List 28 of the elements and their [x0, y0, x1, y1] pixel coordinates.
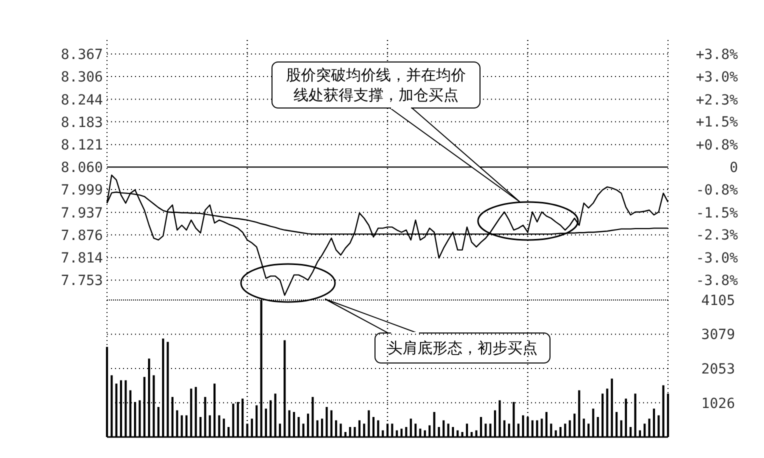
y-tick-label: 8.183 [60, 114, 103, 131]
y2-tick-label: +2.3% [696, 92, 739, 108]
y2-tick-label: -2.3% [696, 228, 739, 244]
y-tick-label: 2053 [701, 361, 735, 378]
y-tick-label: 8.367 [60, 46, 103, 63]
y-tick-label: 8.060 [60, 160, 103, 176]
y-tick-label: 1026 [701, 396, 735, 412]
annotation: 股价突破均价线，并在均价线处获得支撑，加仓买点 [286, 66, 466, 104]
y-tick-label: 8.121 [60, 138, 103, 154]
y2-tick-label: -0.8% [696, 182, 739, 199]
y-tick-label: 7.876 [60, 228, 103, 244]
y-tick-label: 7.999 [60, 182, 103, 199]
y-tick-label: 7.814 [60, 250, 103, 267]
y-tick-label: 8.306 [60, 69, 103, 86]
y2-tick-label: -3.0% [696, 250, 739, 267]
y2-tick-label: -3.8% [696, 273, 739, 290]
annotation: 头肩底形态，初步买点 [388, 339, 538, 357]
y2-tick-label: +1.5% [696, 114, 739, 131]
y-tick-label: 4105 [701, 293, 735, 309]
y-tick-label: 8.244 [60, 92, 103, 108]
y2-tick-label: -1.5% [696, 205, 739, 222]
y2-tick-label: +3.0% [696, 70, 739, 86]
y-tick-label: 7.937 [60, 205, 103, 222]
y2-tick-label: +3.8% [696, 46, 739, 63]
y2-tick-label: 0 [730, 160, 738, 176]
y2-tick-label: +0.8% [696, 137, 739, 154]
y-tick-label: 7.753 [60, 273, 103, 290]
y-tick-label: 3079 [701, 327, 735, 344]
